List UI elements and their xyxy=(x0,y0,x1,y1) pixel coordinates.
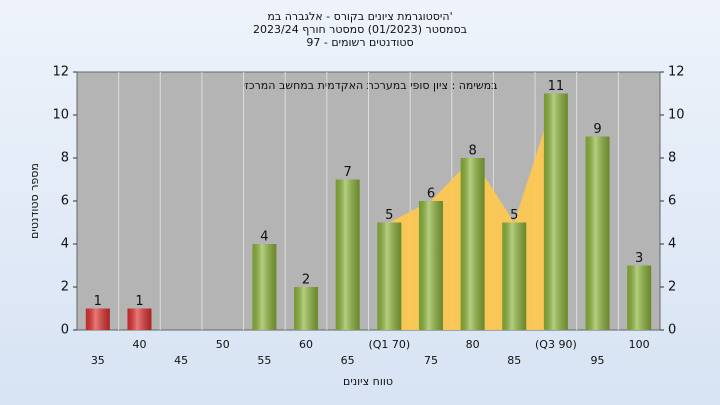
y-axis-label: מספר סטודנטים xyxy=(28,163,41,239)
y-tick-label: 2 xyxy=(61,280,69,295)
bar-shade xyxy=(502,222,527,330)
y-tick-label: 6 xyxy=(61,194,69,209)
bar-shade xyxy=(335,179,360,330)
data-label: 5 xyxy=(510,208,518,223)
y-tick-label: 4 xyxy=(61,237,69,252)
title-line: היסטוגרמת ציונים בקורס - אלגברה במ' xyxy=(267,10,452,23)
bar-shade xyxy=(543,93,568,330)
y-tick-label: 4 xyxy=(668,237,676,252)
data-label: 3 xyxy=(635,251,643,266)
x-axis-label: טווח ציונים xyxy=(343,375,393,388)
y-tick-label: 12 xyxy=(52,65,69,80)
bar-shade xyxy=(252,244,277,330)
x-tick-label: 95 xyxy=(591,354,605,367)
y-tick-label: 10 xyxy=(668,108,685,123)
bar-shade xyxy=(294,287,319,330)
data-label: 9 xyxy=(593,122,601,137)
annotation: במשימה : ציון סופי במערכת האקדמית במחשב … xyxy=(243,79,498,92)
x-tick-label: 100 xyxy=(629,338,650,351)
bar-shade xyxy=(627,265,652,330)
data-label: 6 xyxy=(427,187,435,202)
y-tick-label: 12 xyxy=(668,65,685,80)
x-tick-label: 65 xyxy=(341,354,355,367)
y-tick-label: 0 xyxy=(668,323,676,338)
y-tick-label: 8 xyxy=(61,151,69,166)
bar-shade xyxy=(85,308,110,330)
data-label: 2 xyxy=(302,273,310,288)
bar-shade xyxy=(377,222,402,330)
x-tick-label: 50 xyxy=(216,338,230,351)
x-tick-label: 60 xyxy=(299,338,313,351)
x-tick-label: 75 xyxy=(424,354,438,367)
x-tick-label: (Q3 90) xyxy=(535,338,577,351)
bar-shade xyxy=(127,308,152,330)
data-label: 1 xyxy=(94,294,102,309)
y-tick-label: 2 xyxy=(668,280,676,295)
x-tick-label: 35 xyxy=(91,354,105,367)
bar-shade xyxy=(585,136,610,330)
y-tick-label: 10 xyxy=(52,108,69,123)
x-tick-label: 85 xyxy=(507,354,521,367)
x-tick-label: 80 xyxy=(466,338,480,351)
title-line: סטודנטים רשומים - 97 xyxy=(306,36,413,49)
data-label: 5 xyxy=(385,208,393,223)
title-line: בסמסטר (01/2023) סמסטר חורף 2023/24 xyxy=(253,23,467,36)
y-tick-label: 8 xyxy=(668,151,676,166)
data-label: 7 xyxy=(344,165,352,180)
y-tick-label: 0 xyxy=(61,323,69,338)
x-tick-label: 45 xyxy=(174,354,188,367)
data-label: 11 xyxy=(548,79,565,94)
bar-shade xyxy=(460,158,485,330)
x-tick-label: 55 xyxy=(257,354,271,367)
x-tick-label: (Q1 70) xyxy=(368,338,410,351)
data-label: 1 xyxy=(135,294,143,309)
y-tick-label: 6 xyxy=(668,194,676,209)
bar-shade xyxy=(418,201,443,330)
data-label: 8 xyxy=(468,144,476,159)
data-label: 4 xyxy=(260,230,268,245)
x-tick-label: 40 xyxy=(132,338,146,351)
